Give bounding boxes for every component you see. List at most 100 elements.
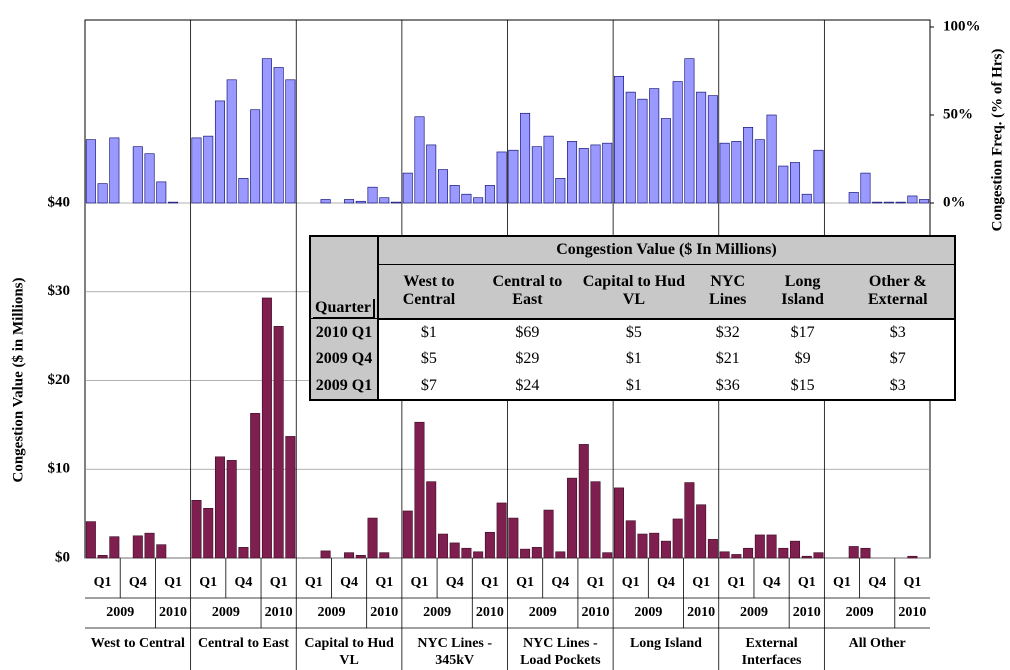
group-label: NYC Lines - Load Pockets xyxy=(520,636,601,668)
freq-bar xyxy=(473,197,484,204)
freq-bar xyxy=(496,151,507,204)
freq-bar xyxy=(778,165,789,204)
group-label: NYC Lines - 345kV xyxy=(417,636,493,668)
summary-table: Quarter Congestion Value ($ In Millions) … xyxy=(309,235,956,401)
value-bar xyxy=(637,533,648,559)
y2-tick-label: 100% xyxy=(943,18,981,34)
table-row: 2009 Q4 $5 $29 $1 $21 $9 $7 xyxy=(310,346,955,373)
value-bar xyxy=(144,532,155,559)
column-header: NYC Lines xyxy=(691,264,764,320)
table-cell: $29 xyxy=(515,350,540,368)
table-cell: $7 xyxy=(889,350,906,368)
table-cell: $5 xyxy=(625,324,642,341)
quarter-label: Q4 xyxy=(446,575,464,590)
value-bar xyxy=(672,518,683,559)
group-label: West to Central xyxy=(90,636,185,651)
value-bar xyxy=(109,536,120,559)
table-cell: $24 xyxy=(515,376,540,394)
value-bar xyxy=(238,547,249,559)
value-bar xyxy=(813,552,824,559)
year-label: 2009 xyxy=(634,605,662,620)
value-bar xyxy=(273,326,284,559)
freq-bar xyxy=(273,67,284,204)
value-bar xyxy=(684,482,695,559)
freq-bar xyxy=(402,172,413,204)
freq-bar xyxy=(285,79,296,204)
group-label: External Interfaces xyxy=(741,636,802,668)
year-label: 2009 xyxy=(317,605,345,620)
year-label: 2010 xyxy=(793,605,821,620)
table-cell: $36 xyxy=(715,376,740,394)
value-bar xyxy=(250,413,261,559)
quarter-label: Q1 xyxy=(411,575,429,590)
value-bar xyxy=(766,534,777,559)
freq-bar xyxy=(391,201,402,204)
freq-bar xyxy=(743,127,754,204)
value-bar xyxy=(848,546,859,559)
value-bar xyxy=(261,297,272,559)
y-axis-title: Congestion Value ($ in Millions) xyxy=(10,277,26,482)
year-label: 2010 xyxy=(265,605,293,620)
value-bar xyxy=(437,533,448,559)
value-bar xyxy=(85,521,96,559)
column-header: Other & External xyxy=(841,264,955,320)
table-cell: $9 xyxy=(794,350,811,368)
year-label: 2010 xyxy=(476,605,504,620)
value-bar xyxy=(355,555,366,559)
value-bar xyxy=(320,550,331,559)
quarter-label: Q4 xyxy=(551,575,569,590)
quarter-label: Q1 xyxy=(833,575,851,590)
value-bar xyxy=(508,517,519,559)
value-bar xyxy=(226,460,237,559)
quarter-label: Q4 xyxy=(657,575,675,590)
table-corner: Quarter xyxy=(310,236,379,320)
table-cell: $3 xyxy=(889,376,906,394)
year-label: 2010 xyxy=(898,605,926,620)
y-tick-label: $20 xyxy=(48,372,71,388)
freq-bar xyxy=(637,98,648,204)
column-header: Capital to Hud VL xyxy=(575,264,692,320)
table-cell: $1 xyxy=(625,350,642,368)
quarter-label: Q1 xyxy=(798,575,816,590)
table-row: 2010 Q1 $1 $69 $5 $32 $17 $3 xyxy=(310,318,955,347)
table-cell: $69 xyxy=(515,324,540,341)
year-label: 2010 xyxy=(582,605,610,620)
table-cell: $1 xyxy=(420,324,437,341)
value-bar xyxy=(602,552,613,559)
freq-bar xyxy=(872,201,883,204)
freq-bar xyxy=(344,199,355,204)
table-cell: $17 xyxy=(790,324,815,341)
freq-bar xyxy=(883,201,894,204)
freq-bar xyxy=(660,118,671,204)
table-cell: $21 xyxy=(715,350,740,368)
freq-bar xyxy=(132,146,143,204)
row-header: 2010 Q1 xyxy=(310,318,379,347)
table-cell: $3 xyxy=(889,324,906,341)
value-bar xyxy=(696,504,707,559)
freq-bar xyxy=(226,79,237,204)
quarter-label: Q1 xyxy=(164,575,182,590)
freq-bar xyxy=(625,91,636,204)
year-label: 2009 xyxy=(846,605,874,620)
value-bar xyxy=(625,520,636,559)
quarter-label: Q1 xyxy=(622,575,640,590)
quarter-label: Q1 xyxy=(481,575,499,590)
value-bar xyxy=(743,547,754,559)
freq-bar xyxy=(555,178,566,204)
quarter-label: Q1 xyxy=(270,575,288,590)
quarter-label: Q1 xyxy=(94,575,112,590)
freq-bar xyxy=(437,169,448,204)
value-bar xyxy=(719,551,730,559)
value-bar xyxy=(731,554,742,559)
value-bar xyxy=(285,436,296,559)
freq-bar xyxy=(895,201,906,204)
value-bar xyxy=(860,547,871,559)
value-bar xyxy=(449,542,460,559)
column-header: Central to East xyxy=(478,264,576,320)
value-bar xyxy=(660,540,671,559)
value-bar xyxy=(907,555,918,559)
quarter-label: Q1 xyxy=(375,575,393,590)
value-bar xyxy=(613,487,624,559)
value-bar xyxy=(156,544,167,559)
quarter-label: Q1 xyxy=(692,575,710,590)
